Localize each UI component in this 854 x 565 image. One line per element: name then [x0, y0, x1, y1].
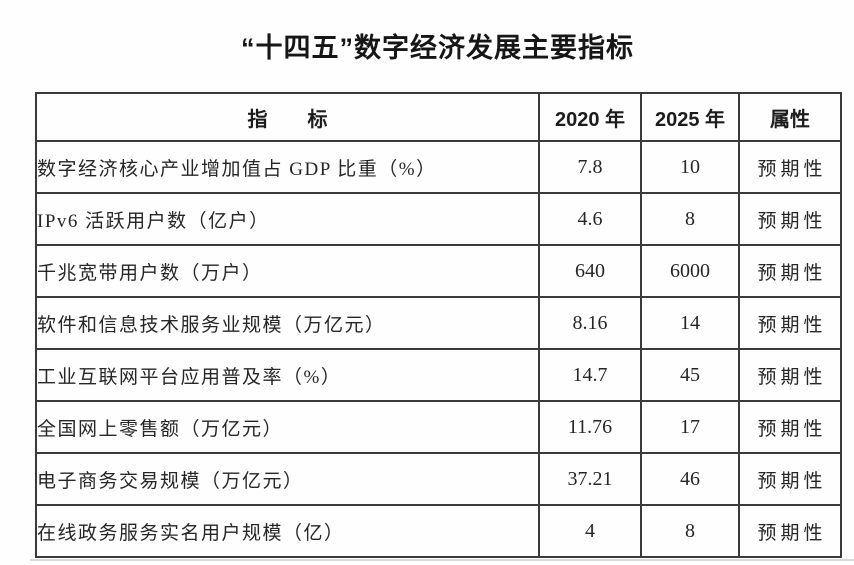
table-row: 千兆宽带用户数（万户） 640 6000 预期性 — [35, 244, 842, 298]
value-2025-cell: 45 — [640, 348, 740, 402]
indicator-name-cell: 在线政务服务实名用户规模（亿） — [35, 504, 540, 558]
column-header-attribute: 属性 — [738, 92, 842, 142]
value-2020-cell: 8.16 — [538, 296, 642, 350]
header-row: 指 标 2020 年 2025 年 属性 — [35, 92, 842, 142]
value-2020-cell: 4 — [538, 504, 642, 558]
column-header-indicator: 指 标 — [35, 92, 540, 142]
value-2020-cell: 4.6 — [538, 192, 642, 246]
value-2025-cell: 14 — [640, 296, 740, 350]
table-row: 在线政务服务实名用户规模（亿） 4 8 预期性 — [35, 504, 842, 558]
attribute-cell: 预期性 — [738, 244, 842, 298]
table-row: 电子商务交易规模（万亿元） 37.21 46 预期性 — [35, 452, 842, 506]
indicator-name-cell: IPv6 活跃用户数（亿户） — [35, 192, 540, 246]
column-header-2020: 2020 年 — [538, 92, 642, 142]
table-row: 软件和信息技术服务业规模（万亿元） 8.16 14 预期性 — [35, 296, 842, 350]
column-header-2025: 2025 年 — [640, 92, 740, 142]
indicator-name-cell: 千兆宽带用户数（万户） — [35, 244, 540, 298]
indicator-name-cell: 全国网上零售额（万亿元） — [35, 400, 540, 454]
indicator-name-cell: 软件和信息技术服务业规模（万亿元） — [35, 296, 540, 350]
table-row: 全国网上零售额（万亿元） 11.76 17 预期性 — [35, 400, 842, 454]
table-row: IPv6 活跃用户数（亿户） 4.6 8 预期性 — [35, 192, 842, 246]
bottom-divider — [30, 559, 854, 561]
table-row: 工业互联网平台应用普及率（%） 14.7 45 预期性 — [35, 348, 842, 402]
page-title: “十四五”数字经济发展主要指标 — [241, 33, 634, 63]
value-2025-cell: 6000 — [640, 244, 740, 298]
attribute-cell: 预期性 — [738, 348, 842, 402]
indicator-name-cell: 工业互联网平台应用普及率（%） — [35, 348, 540, 402]
attribute-cell: 预期性 — [738, 296, 842, 350]
attribute-cell: 预期性 — [738, 400, 842, 454]
value-2025-cell: 8 — [640, 192, 740, 246]
table-row: 数字经济核心产业增加值占 GDP 比重（%） 7.8 10 预期性 — [35, 140, 842, 194]
value-2020-cell: 37.21 — [538, 452, 642, 506]
attribute-cell: 预期性 — [738, 504, 842, 558]
indicators-table: 指 标 2020 年 2025 年 属性 数字经济核心产业增加值占 GDP 比重… — [35, 92, 842, 558]
value-2020-cell: 7.8 — [538, 140, 642, 194]
attribute-cell: 预期性 — [738, 452, 842, 506]
indicator-name-cell: 电子商务交易规模（万亿元） — [35, 452, 540, 506]
indicator-name-cell: 数字经济核心产业增加值占 GDP 比重（%） — [35, 140, 540, 194]
value-2025-cell: 8 — [640, 504, 740, 558]
value-2025-cell: 46 — [640, 452, 740, 506]
attribute-cell: 预期性 — [738, 140, 842, 194]
value-2020-cell: 14.7 — [538, 348, 642, 402]
table-body: 数字经济核心产业增加值占 GDP 比重（%） 7.8 10 预期性 IPv6 活… — [35, 140, 842, 558]
value-2020-cell: 11.76 — [538, 400, 642, 454]
value-2020-cell: 640 — [538, 244, 642, 298]
attribute-cell: 预期性 — [738, 192, 842, 246]
value-2025-cell: 10 — [640, 140, 740, 194]
value-2025-cell: 17 — [640, 400, 740, 454]
